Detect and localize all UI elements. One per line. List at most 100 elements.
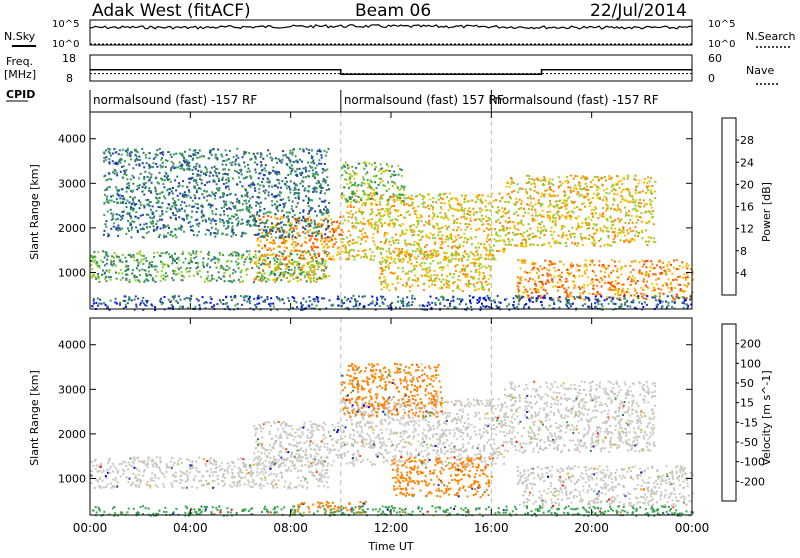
- echo-cell: [171, 190, 173, 192]
- echo-cell: [307, 231, 309, 233]
- echo-cell: [360, 197, 362, 199]
- echo-cell: [536, 297, 538, 299]
- echo-cell: [378, 170, 380, 172]
- echo-cell: [296, 218, 298, 220]
- echo-cell: [254, 304, 256, 306]
- echo-cell: [406, 305, 408, 307]
- echo-cell: [615, 289, 617, 291]
- echo-cell: [602, 184, 604, 186]
- echo-cell: [634, 261, 636, 263]
- echo-cell: [473, 277, 475, 279]
- echo-cell: [272, 158, 274, 160]
- echo-cell: [485, 254, 487, 256]
- echo-cell: [553, 214, 555, 216]
- echo-cell: [98, 265, 100, 267]
- echo-cell: [573, 178, 575, 180]
- echo-cell: [446, 252, 448, 254]
- echo-cell: [384, 210, 386, 212]
- echo-cell: [409, 286, 411, 288]
- echo-cell: [379, 277, 381, 279]
- echo-cell: [659, 292, 661, 294]
- echo-cell: [395, 239, 397, 241]
- echo-cell: [127, 154, 129, 156]
- echo-cell: [144, 269, 146, 271]
- echo-cell: [566, 295, 568, 297]
- echo-cell: [413, 229, 415, 231]
- echo-cell: [166, 207, 168, 209]
- echo-cell: [277, 210, 279, 212]
- echo-cell: [429, 223, 431, 225]
- echo-cell: [462, 290, 464, 292]
- echo-cell: [253, 217, 255, 219]
- echo-cell: [139, 202, 141, 204]
- echo-cell: [249, 250, 251, 252]
- echo-cell: [434, 302, 436, 304]
- echo-cell: [303, 176, 305, 178]
- echo-cell: [128, 185, 130, 187]
- echo-cell: [225, 303, 227, 305]
- echo-cell: [299, 257, 301, 259]
- echo-cell: [539, 237, 541, 239]
- echo-cell: [382, 194, 384, 196]
- echo-cell: [587, 297, 589, 299]
- echo-cell: [200, 276, 202, 278]
- echo-cell: [116, 213, 118, 215]
- echo-cell: [432, 253, 434, 255]
- echo-cell: [296, 301, 298, 303]
- echo-cell: [230, 253, 232, 255]
- echo-cell: [488, 265, 490, 267]
- echo-cell: [167, 264, 169, 266]
- echo-cell: [227, 158, 229, 160]
- echo-cell: [107, 233, 109, 235]
- echo-cell: [592, 227, 594, 229]
- echo-cell: [445, 225, 447, 227]
- echo-cell: [420, 250, 422, 252]
- echo-cell: [628, 210, 630, 212]
- echo-cell: [329, 299, 331, 301]
- echo-cell: [643, 297, 645, 299]
- echo-cell: [236, 225, 238, 227]
- echo-cell: [102, 250, 104, 252]
- echo-cell: [527, 295, 529, 297]
- echo-cell: [300, 302, 302, 304]
- echo-cell: [574, 243, 576, 245]
- echo-cell: [272, 166, 274, 168]
- echo-cell: [471, 276, 473, 278]
- echo-cell: [499, 193, 501, 195]
- echo-cell: [508, 193, 510, 195]
- echo-cell: [589, 264, 591, 266]
- echo-cell: [105, 226, 107, 228]
- echo-cell: [443, 284, 445, 286]
- echo-cell: [453, 220, 455, 222]
- echo-cell: [434, 280, 436, 282]
- echo-cell: [517, 214, 519, 216]
- echo-cell: [623, 241, 625, 243]
- echo-cell: [112, 153, 114, 155]
- echo-cell: [397, 267, 399, 269]
- echo-cell: [370, 179, 372, 181]
- echo-cell: [125, 304, 127, 306]
- echo-cell: [352, 192, 354, 194]
- echo-cell: [234, 170, 236, 172]
- echo-cell: [286, 181, 288, 183]
- echo-cell: [232, 272, 234, 274]
- echo-cell: [118, 153, 120, 155]
- echo-cell: [552, 238, 554, 240]
- echo-cell: [422, 258, 424, 260]
- echo-cell: [303, 168, 305, 170]
- echo-cell: [380, 281, 382, 283]
- echo-cell: [561, 276, 563, 278]
- echo-cell: [591, 209, 593, 211]
- echo-cell: [280, 279, 282, 281]
- echo-cell: [462, 265, 464, 267]
- echo-cell: [383, 214, 385, 216]
- echo-cell: [209, 296, 211, 298]
- echo-cell: [617, 175, 619, 177]
- echo-cell: [402, 200, 404, 202]
- echo-cell: [275, 205, 277, 207]
- nsky-trace: [90, 25, 692, 44]
- echo-cell: [206, 277, 208, 279]
- echo-cell: [430, 296, 432, 298]
- echo-cell: [216, 168, 218, 170]
- echo-cell: [634, 288, 636, 290]
